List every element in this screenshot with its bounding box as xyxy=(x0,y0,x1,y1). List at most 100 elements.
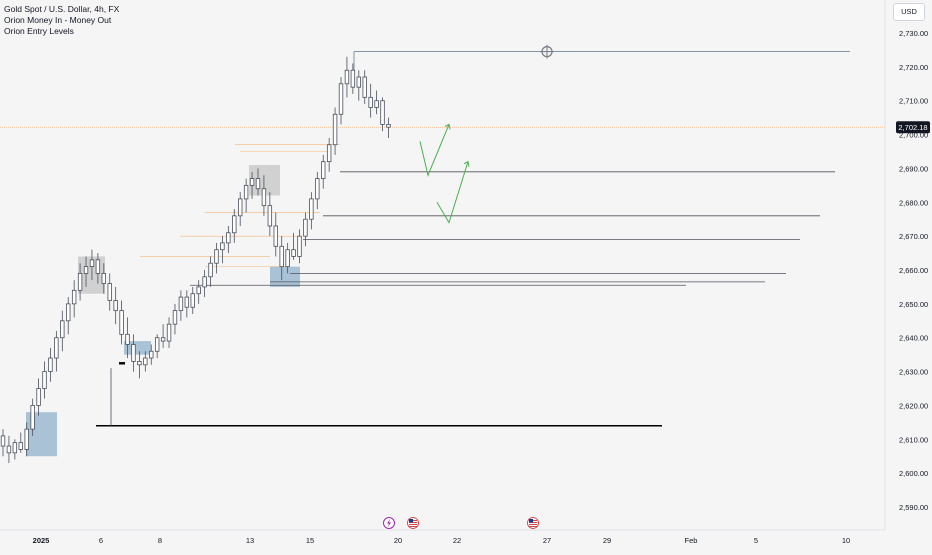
time-tick-label: 6 xyxy=(99,536,103,545)
bear-candle xyxy=(273,225,278,247)
entry-marker xyxy=(119,362,125,365)
bull-candle xyxy=(83,266,89,274)
bear-candle xyxy=(107,283,112,301)
bear-candle xyxy=(255,178,261,190)
current-price-label: 2,702.18 xyxy=(898,123,927,132)
bear-candle xyxy=(291,249,296,257)
bear-candle xyxy=(95,259,101,274)
bull-candle xyxy=(344,69,350,85)
time-tick-label: 10 xyxy=(842,536,850,545)
bull-candle xyxy=(172,310,178,325)
bear-candle xyxy=(6,445,12,454)
lightning-glyph xyxy=(387,519,391,527)
time-tick-label: 8 xyxy=(158,536,162,545)
flag-canton xyxy=(529,519,533,523)
bull-candle xyxy=(356,76,361,88)
bull-candle xyxy=(36,388,41,406)
bull-candle xyxy=(243,184,249,200)
price-tick-label: 2,690.00 xyxy=(899,164,928,173)
time-tick-label: 13 xyxy=(246,536,254,545)
bull-candle xyxy=(237,198,243,217)
bull-candle xyxy=(374,100,379,108)
current-price-tag xyxy=(896,121,930,134)
price-tick-label: 2,600.00 xyxy=(899,469,928,478)
price-tick-label: 2,640.00 xyxy=(899,334,928,343)
bull-candle xyxy=(54,337,59,359)
bear-candle xyxy=(350,69,356,88)
bull-candle xyxy=(297,235,302,257)
time-tick-label: 20 xyxy=(394,536,402,545)
projection-arrow xyxy=(436,161,469,224)
bull-candle xyxy=(214,249,219,264)
bull-candle xyxy=(42,371,47,389)
bull-candle xyxy=(143,357,148,366)
bull-candle xyxy=(208,262,213,278)
time-tick-label: 15 xyxy=(306,536,314,545)
price-tick-label: 2,660.00 xyxy=(899,266,928,275)
price-tick-label: 2,730.00 xyxy=(899,29,928,38)
bull-candle xyxy=(202,276,207,288)
indicator-money-flow[interactable]: Orion Money In - Money Out xyxy=(4,15,112,25)
bear-candle xyxy=(261,188,267,207)
arrow-head xyxy=(463,160,470,167)
time-tick-label: 29 xyxy=(603,536,611,545)
price-tick-label: 2,680.00 xyxy=(899,198,928,207)
bull-candle xyxy=(12,442,18,454)
bear-candle xyxy=(125,333,130,345)
time-tick-label: Feb xyxy=(685,536,698,545)
bull-candle xyxy=(321,161,326,179)
chart-legend: Gold Spot / U.S. Dollar, 4h, FX Orion Mo… xyxy=(4,4,119,37)
bear-candle xyxy=(380,100,385,125)
price-tick-label: 2,720.00 xyxy=(899,63,928,72)
bull-candle xyxy=(190,293,195,308)
bull-candle xyxy=(178,296,184,312)
bull-candle xyxy=(303,218,308,237)
bear-candle xyxy=(160,337,166,342)
bear-candle xyxy=(18,442,23,450)
demand-zone xyxy=(270,266,300,287)
bull-candle xyxy=(232,215,237,234)
bull-candle xyxy=(24,428,29,450)
bear-candle xyxy=(362,76,367,98)
level-lines xyxy=(0,44,885,427)
bear-candle xyxy=(137,361,142,366)
time-tick-label: 5 xyxy=(754,536,758,545)
bull-candle xyxy=(30,405,35,430)
bull-candle xyxy=(77,272,83,291)
bull-candle xyxy=(332,113,338,146)
price-tick-label: 2,630.00 xyxy=(899,368,928,377)
demand-zone xyxy=(124,341,151,355)
time-tick-label: 2025 xyxy=(33,536,50,545)
symbol-title[interactable]: Gold Spot / U.S. Dollar, 4h, FX xyxy=(4,4,120,14)
bull-candle xyxy=(89,259,95,268)
bull-candle xyxy=(71,289,77,305)
bull-candle xyxy=(220,242,225,251)
bear-candle xyxy=(279,245,284,268)
bull-candle xyxy=(338,83,344,115)
bear-candle xyxy=(113,300,118,312)
price-tick-label: 2,620.00 xyxy=(899,401,928,410)
price-tick-label: 2,610.00 xyxy=(899,435,928,444)
price-tick-label: 2,670.00 xyxy=(899,232,928,241)
bull-candle xyxy=(226,232,231,244)
bear-candle xyxy=(386,124,391,128)
bear-candle xyxy=(119,310,124,335)
price-tick-label: 2,590.00 xyxy=(899,503,928,512)
time-tick-label: 27 xyxy=(543,536,551,545)
indicator-entry-levels[interactable]: Orion Entry Levels xyxy=(4,26,74,36)
price-tick-label: 2,650.00 xyxy=(899,300,928,309)
arrow-head xyxy=(444,123,451,130)
bear-candle xyxy=(131,344,136,362)
bull-candle xyxy=(285,249,290,268)
bear-candle xyxy=(267,205,273,227)
zones xyxy=(26,165,300,457)
currency-button[interactable]: USD xyxy=(893,3,925,21)
bull-candle xyxy=(249,178,255,186)
candles xyxy=(0,56,391,463)
projection-arrow xyxy=(419,124,450,177)
bull-candle xyxy=(60,320,65,339)
bull-candle xyxy=(315,178,320,200)
bear-candle xyxy=(184,296,190,308)
